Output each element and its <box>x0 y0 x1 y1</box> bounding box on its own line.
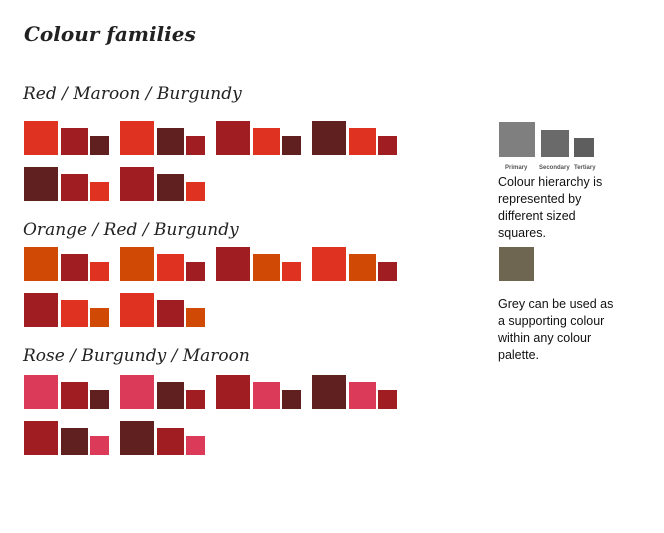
secondary-swatch-red <box>157 254 184 281</box>
tertiary-swatch-orange <box>186 308 205 327</box>
secondary-swatch-maroon <box>157 382 184 409</box>
secondary-swatch-maroon <box>61 428 88 455</box>
tertiary-swatch-red <box>90 262 109 281</box>
tertiary-swatch-burgundy <box>378 136 397 155</box>
secondary-swatch-burgundy <box>157 300 184 327</box>
secondary-swatch-maroon <box>157 128 184 155</box>
secondary-swatch-red <box>253 128 280 155</box>
page-title: Colour families <box>24 22 196 46</box>
tertiary-swatch-burgundy <box>378 390 397 409</box>
secondary-square <box>541 130 569 157</box>
section-title: Rose / Burgundy / Maroon <box>23 346 250 366</box>
primary-square <box>499 122 535 157</box>
primary-swatch-maroon <box>24 167 58 201</box>
primary-swatch-orange <box>120 247 154 281</box>
secondary-swatch-burgundy <box>61 174 88 201</box>
tertiary-swatch-burgundy <box>186 262 205 281</box>
secondary-swatch-burgundy <box>61 254 88 281</box>
tertiary-swatch-maroon <box>282 390 301 409</box>
tertiary-swatch-maroon <box>282 136 301 155</box>
primary-swatch-burgundy <box>24 421 58 455</box>
secondary-swatch-burgundy <box>157 428 184 455</box>
primary-swatch-rose <box>24 375 58 409</box>
secondary-swatch-red <box>61 300 88 327</box>
tertiary-swatch-red <box>282 262 301 281</box>
section-title: Orange / Red / Burgundy <box>23 220 239 240</box>
primary-swatch-burgundy <box>120 167 154 201</box>
primary-swatch-burgundy <box>216 247 250 281</box>
tertiary-square <box>574 138 594 157</box>
tertiary-swatch-burgundy <box>186 390 205 409</box>
secondary-swatch-burgundy <box>61 382 88 409</box>
primary-swatch-red <box>312 247 346 281</box>
primary-swatch-red <box>120 293 154 327</box>
primary-swatch-orange <box>24 247 58 281</box>
tertiary-swatch-rose <box>186 436 205 455</box>
primary-swatch-burgundy <box>216 375 250 409</box>
secondary-swatch-red <box>349 128 376 155</box>
secondary-swatch-burgundy <box>61 128 88 155</box>
primary-swatch-burgundy <box>24 293 58 327</box>
primary-swatch-red <box>24 121 58 155</box>
secondary-swatch-rose <box>253 382 280 409</box>
secondary-swatch-orange <box>253 254 280 281</box>
primary-swatch-maroon <box>120 421 154 455</box>
secondary-label: Secondary <box>539 165 570 171</box>
tertiary-swatch-burgundy <box>186 136 205 155</box>
tertiary-swatch-maroon <box>90 136 109 155</box>
secondary-swatch-orange <box>349 254 376 281</box>
warm-grey-square <box>499 247 534 281</box>
primary-swatch-maroon <box>312 375 346 409</box>
primary-label: Primary <box>505 165 528 171</box>
tertiary-swatch-rose <box>90 436 109 455</box>
primary-swatch-red <box>120 121 154 155</box>
section-title: Red / Maroon / Burgundy <box>23 84 242 104</box>
hierarchy-note: Colour hierarchy is represented by diffe… <box>498 175 603 240</box>
primary-swatch-burgundy <box>216 121 250 155</box>
tertiary-swatch-red <box>90 182 109 201</box>
tertiary-swatch-orange <box>90 308 109 327</box>
tertiary-swatch-red <box>186 182 205 201</box>
tertiary-label: Tertiary <box>574 165 596 171</box>
secondary-swatch-maroon <box>157 174 184 201</box>
primary-swatch-rose <box>120 375 154 409</box>
primary-swatch-maroon <box>312 121 346 155</box>
secondary-swatch-rose <box>349 382 376 409</box>
tertiary-swatch-burgundy <box>378 262 397 281</box>
tertiary-swatch-maroon <box>90 390 109 409</box>
grey-note: Grey can be used as a supporting colour … <box>498 297 614 362</box>
